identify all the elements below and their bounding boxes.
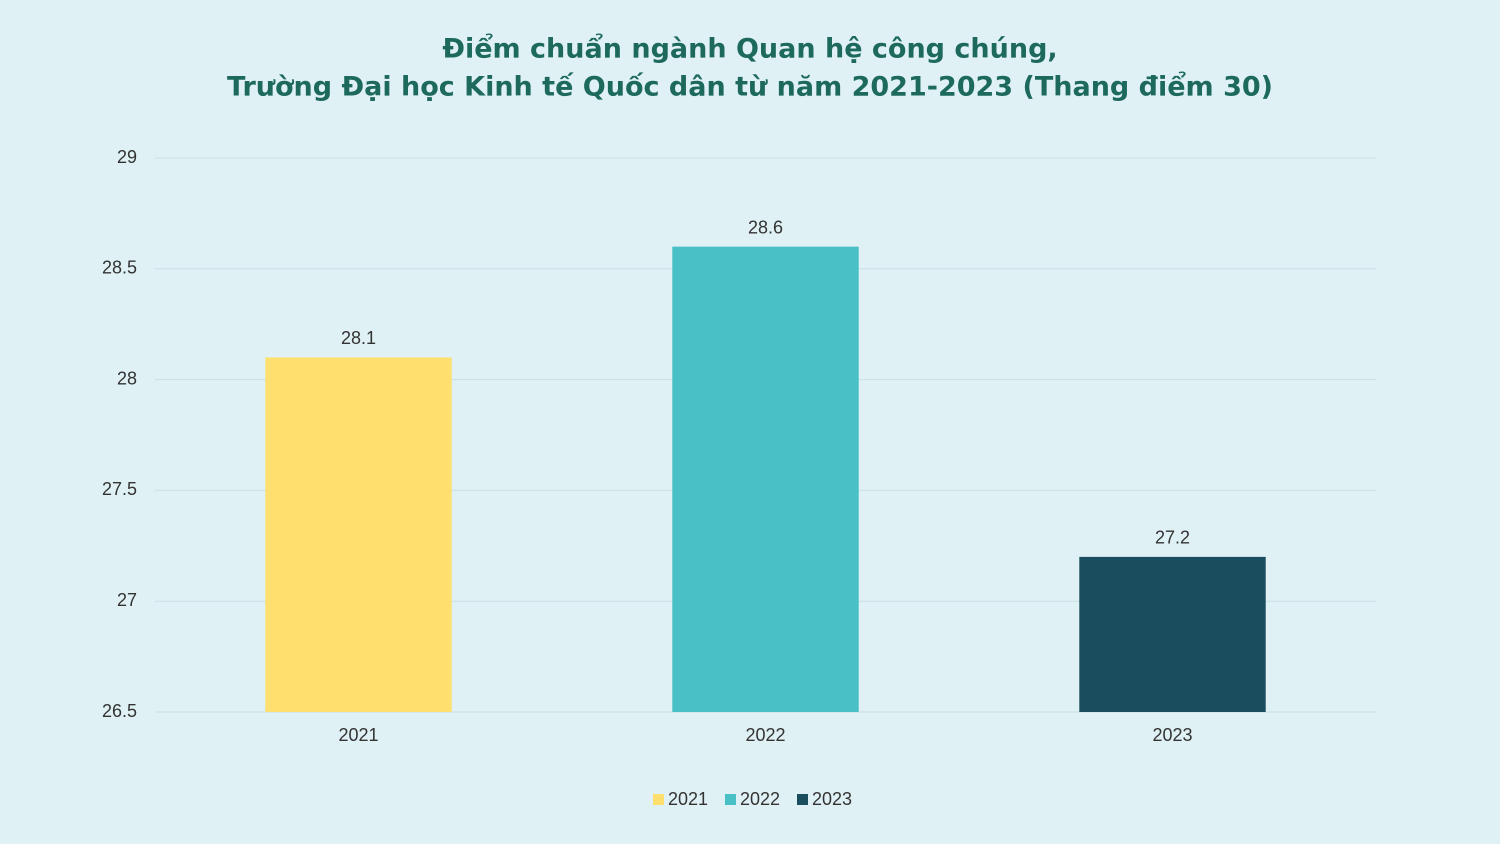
y-tick-label: 29 <box>117 147 137 167</box>
y-tick-label: 28.5 <box>102 258 137 278</box>
bar <box>265 357 452 712</box>
value-label: 28.1 <box>341 328 376 348</box>
legend-swatch <box>725 794 736 805</box>
x-tick-label: 2022 <box>745 725 785 745</box>
chart-title: Điểm chuẩn ngành Quan hệ công chúng, <box>442 32 1057 65</box>
y-tick-label: 27.5 <box>102 479 137 499</box>
bar <box>672 246 859 712</box>
legend-label: 2021 <box>668 789 708 809</box>
chart-title: Trường Đại học Kinh tế Quốc dân từ năm 2… <box>227 70 1273 103</box>
y-tick-label: 27 <box>117 590 137 610</box>
bar <box>1079 556 1266 712</box>
legend-swatch <box>653 794 664 805</box>
legend-swatch <box>797 794 808 805</box>
x-tick-label: 2021 <box>338 725 378 745</box>
value-label: 27.2 <box>1155 528 1190 548</box>
x-tick-label: 2023 <box>1152 725 1192 745</box>
value-label: 28.6 <box>748 217 783 237</box>
legend-label: 2022 <box>740 789 780 809</box>
y-tick-label: 26.5 <box>102 701 137 721</box>
y-tick-label: 28 <box>117 368 137 388</box>
legend-label: 2023 <box>812 789 852 809</box>
